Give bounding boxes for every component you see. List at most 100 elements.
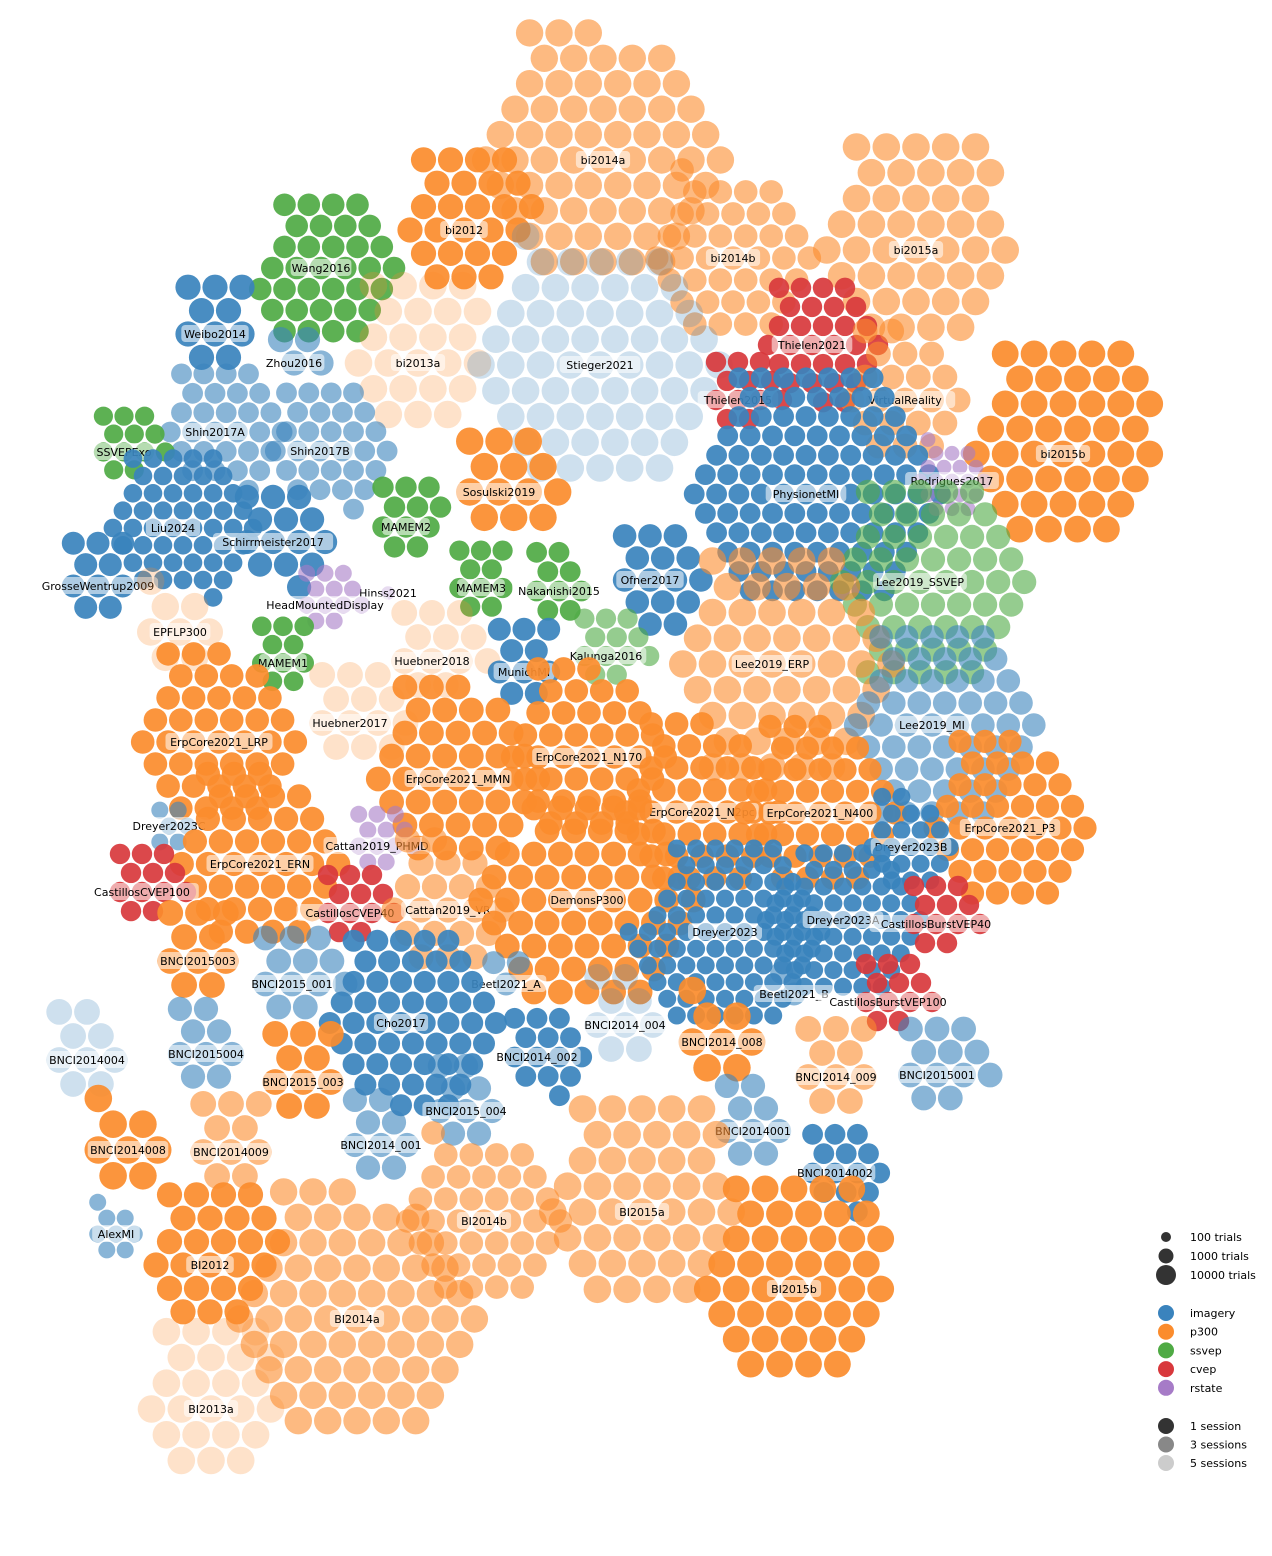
subject-dot [171, 924, 198, 950]
subject-dot [405, 743, 431, 769]
subject-dot [1006, 515, 1033, 543]
dataset-label: Lee2019_ERP [735, 658, 810, 671]
subject-dot [120, 862, 142, 884]
subject-dot [334, 214, 357, 238]
subject-dot [133, 501, 153, 520]
legend-paradigm-item: cvep [1158, 1361, 1216, 1378]
subject-dot [273, 616, 293, 637]
subject-dot [151, 592, 179, 621]
subject-dot [470, 452, 498, 481]
subject-dot [541, 377, 570, 405]
dataset-cluster-beetl2021_b: Beetl2021_B [753, 961, 835, 1006]
subject-dot [630, 325, 659, 354]
subject-dot [795, 823, 820, 847]
subject-dot [687, 939, 706, 958]
subject-dot [284, 1356, 312, 1384]
subject-dot [328, 1279, 356, 1308]
subject-dot [983, 647, 1008, 671]
subject-dot [218, 1091, 244, 1117]
subject-dot [795, 1016, 822, 1042]
subject-dot [204, 1115, 231, 1141]
subject-dot [285, 298, 309, 322]
subject-dot [902, 184, 930, 213]
subject-dot [74, 999, 100, 1025]
subject-dot [88, 1023, 114, 1049]
subject-dot [589, 95, 617, 123]
subject-dot [389, 271, 417, 300]
subject-dot [123, 553, 143, 572]
subject-dot [232, 686, 257, 710]
subject-dot [549, 1007, 570, 1029]
subject-dot [645, 454, 674, 482]
subject-dot [618, 197, 646, 225]
subject-dot [269, 1381, 298, 1410]
subject-dot [193, 402, 215, 423]
label-background [404, 770, 512, 787]
subject-dot [392, 674, 418, 700]
subject-dot [309, 214, 333, 238]
subject-dot [401, 1032, 424, 1055]
subject-dot [881, 479, 907, 504]
subject-dot [190, 1091, 217, 1117]
dataset-cluster-castilloscvep100: CastillosCVEP100 [85, 843, 199, 922]
subject-dot [812, 315, 834, 337]
subject-dot [234, 874, 260, 899]
subject-dot [234, 829, 260, 854]
label-background [181, 423, 249, 440]
subject-dot [660, 428, 689, 457]
subject-dot [845, 296, 867, 318]
subject-dot [695, 503, 716, 524]
subject-dot [727, 1141, 753, 1166]
subject-dot [574, 70, 602, 98]
subject-dot [530, 44, 558, 72]
subject-dot [524, 639, 548, 663]
subject-dot [667, 1006, 686, 1025]
subject-dot [518, 194, 545, 220]
dataset-cluster-bnci2015001: BNCI2015001 [896, 1016, 1003, 1111]
subject-dot [309, 298, 333, 322]
label-background [87, 1141, 169, 1158]
subject-dot [589, 767, 614, 791]
subject-dot [986, 524, 1011, 550]
legend-label: 3 sessions [1190, 1439, 1247, 1452]
subject-dot [766, 927, 785, 946]
subject-dot [317, 864, 339, 886]
subject-dot [389, 323, 417, 352]
subject-dot [879, 318, 905, 344]
subject-dot [795, 1250, 822, 1278]
subject-dot [783, 714, 807, 739]
subject-dot [762, 386, 783, 408]
subject-dot [598, 1095, 627, 1123]
dataset-label: BNCI2014004 [49, 1054, 125, 1067]
subject-dot [853, 877, 872, 896]
subject-dot [722, 1225, 750, 1253]
subject-dot [744, 839, 763, 858]
dataset-label: MAMEM3 [456, 582, 506, 595]
subject-dot [633, 171, 661, 200]
subject-dot [708, 1300, 736, 1328]
subject-dot [434, 1143, 458, 1167]
subject-dot [180, 1019, 206, 1044]
label-background [873, 573, 967, 590]
subject-dot [829, 464, 850, 485]
subject-dot [169, 833, 187, 851]
subject-dot [728, 778, 752, 802]
subject-dot [964, 1039, 990, 1065]
subject-dot [163, 553, 183, 572]
subject-dot [852, 318, 878, 344]
subject-dot [670, 158, 694, 182]
subject-dot [743, 676, 771, 704]
subject-dot [751, 1225, 779, 1253]
subject-dot [1073, 816, 1097, 840]
dataset-label: ErpCore2021_P3 [964, 822, 1055, 835]
subject-dot [330, 991, 353, 1014]
subject-dot [266, 948, 292, 974]
subject-dot [460, 1305, 489, 1333]
label-background [296, 904, 404, 921]
subject-dot [328, 1229, 356, 1257]
subject-dot [156, 1229, 183, 1255]
subject-dot [813, 236, 841, 264]
subject-dot [419, 375, 447, 403]
subject-dot [437, 194, 464, 220]
subject-dot [960, 479, 985, 504]
